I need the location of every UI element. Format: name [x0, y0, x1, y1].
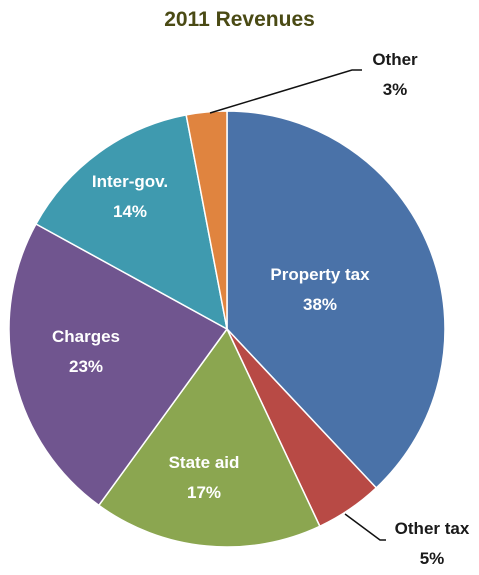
leader-line: [344, 513, 386, 541]
category-label: Property tax: [270, 265, 370, 284]
value-label: 3%: [382, 80, 408, 99]
chart-title: 2011 Revenues: [164, 8, 315, 31]
leader-line: [209, 69, 362, 114]
category-label: Charges: [51, 327, 121, 346]
pie-slice: [8, 222, 229, 507]
slice-label: Other tax 5%: [377, 514, 479, 574]
pie-slice: [97, 327, 321, 548]
value-label: 38%: [302, 295, 338, 314]
slice-label: Charges 23%: [31, 322, 141, 382]
value-label: 5%: [419, 549, 445, 568]
value-label: 17%: [186, 483, 222, 502]
value-label: 14%: [112, 202, 148, 221]
slice-label: Property tax 38%: [270, 260, 370, 320]
category-label: Other tax: [394, 519, 470, 538]
slice-label: Other 3%: [355, 45, 435, 105]
pie-slice: [34, 113, 229, 331]
category-label: Inter-gov.: [91, 172, 169, 191]
category-label: Other: [372, 50, 418, 69]
pie-slice: [185, 110, 228, 330]
category-label: State aid: [168, 453, 240, 472]
pie-slice: [226, 110, 446, 489]
slice-label: State aid 17%: [144, 448, 264, 508]
value-label: 23%: [68, 357, 104, 376]
slice-label: Inter-gov. 14%: [75, 167, 185, 227]
